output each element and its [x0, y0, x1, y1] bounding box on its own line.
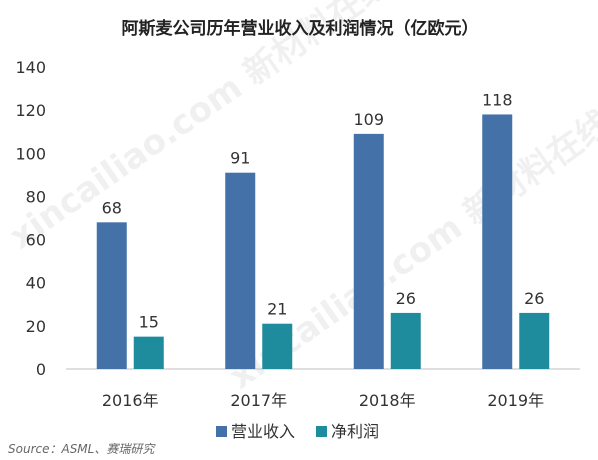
data-label: 68 — [102, 198, 122, 217]
bar-profit — [519, 312, 550, 369]
legend-swatch — [316, 426, 327, 437]
legend-label: 净利润 — [331, 422, 379, 441]
y-tick-label: 140 — [15, 58, 46, 77]
bar-revenue — [225, 172, 256, 369]
data-label: 15 — [139, 313, 159, 332]
data-label: 118 — [482, 90, 513, 109]
bar-profit — [390, 312, 421, 369]
bar-revenue — [353, 133, 384, 369]
y-tick-label: 60 — [26, 231, 46, 250]
bar-revenue — [96, 222, 127, 369]
bar-revenue — [482, 114, 513, 369]
data-label: 26 — [524, 289, 544, 308]
y-tick-label: 100 — [15, 144, 46, 163]
x-tick-label: 2019年 — [487, 391, 544, 410]
data-label: 91 — [230, 149, 250, 168]
y-tick-label: 20 — [26, 317, 46, 336]
data-label: 26 — [396, 289, 416, 308]
x-tick-label: 2017年 — [230, 391, 287, 410]
legend: 营业收入 净利润 — [216, 422, 379, 441]
y-axis: 0 20 40 60 80 100 120 140 — [15, 58, 46, 379]
y-tick-label: 40 — [26, 274, 46, 293]
data-label: 109 — [353, 110, 384, 129]
y-tick-label: 0 — [36, 360, 46, 379]
source-note: Source：ASML、赛瑞研究 — [8, 442, 156, 456]
bar-profit — [262, 323, 293, 369]
bar-profit — [133, 336, 164, 369]
x-tick-label: 2018年 — [359, 391, 416, 410]
legend-label: 营业收入 — [231, 422, 295, 441]
x-axis: 2016年 2017年 2018年 2019年 — [102, 391, 544, 410]
y-tick-label: 80 — [26, 187, 46, 206]
chart-title: 阿斯麦公司历年营业收入及利润情况（亿欧元） — [122, 18, 479, 39]
legend-swatch — [216, 426, 227, 437]
data-label: 21 — [267, 300, 287, 319]
y-tick-label: 120 — [15, 101, 46, 120]
x-tick-label: 2016年 — [102, 391, 159, 410]
bars-group: 68 15 91 21 109 26 118 26 — [96, 90, 550, 369]
